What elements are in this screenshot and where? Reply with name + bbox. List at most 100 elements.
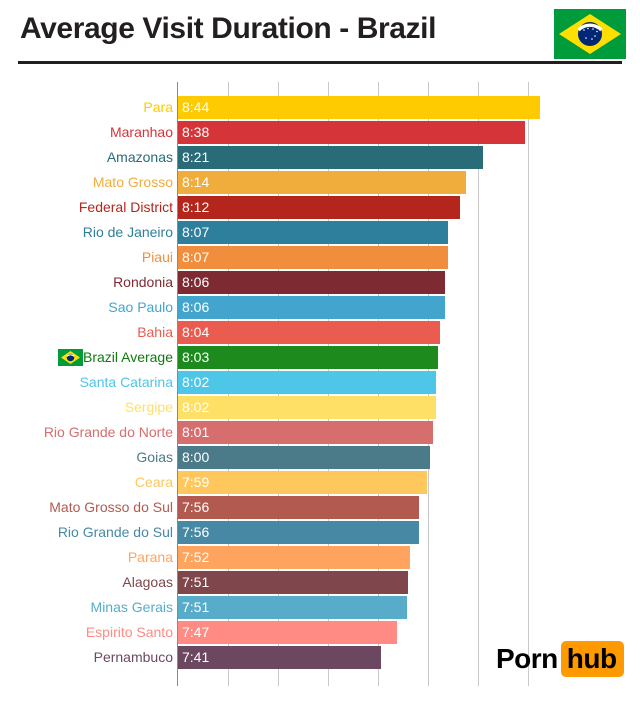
bar-value-label: 8:44 (182, 99, 210, 115)
category-label: Brazil Average (82, 349, 173, 365)
bar (178, 146, 483, 169)
bar-value-label: 8:04 (182, 324, 210, 340)
bar (178, 346, 438, 369)
bar (178, 371, 436, 394)
bar-value-label: 8:21 (182, 149, 210, 165)
chart-row: 8:03 Brazil Average (0, 345, 640, 370)
bar-value-label: 7:51 (182, 599, 210, 615)
bar-value-label: 8:01 (182, 424, 210, 440)
bar-value-label: 8:07 (182, 249, 210, 265)
category-label: Federal District (78, 199, 173, 215)
bar (178, 296, 445, 319)
bar (178, 471, 427, 494)
title-underline (18, 61, 622, 64)
category-label: Rio Grande do Sul (57, 524, 173, 540)
brazil-flag-icon (58, 349, 83, 366)
y-axis-line (177, 82, 178, 686)
chart-row: 8:01 Rio Grande do Norte (0, 420, 640, 445)
category-label: Rondonia (113, 274, 173, 290)
logo-text-porn: Porn (496, 643, 558, 674)
category-label: Santa Catarina (79, 374, 173, 390)
chart-row: 7:41 Pernambuco (0, 645, 640, 670)
chart-row: 8:14 Mato Grosso (0, 170, 640, 195)
bar-value-label: 7:56 (182, 499, 210, 515)
page-title: Average Visit Duration - Brazil (20, 12, 437, 45)
chart-row: 8:38 Maranhao (0, 120, 640, 145)
bar-value-label: 8:02 (182, 374, 210, 390)
bar (178, 246, 448, 269)
gridline (478, 82, 479, 686)
bar (178, 421, 433, 444)
category-label: Para (143, 99, 173, 115)
chart-row: 7:52 Parana (0, 545, 640, 570)
chart-row: 7:56 Mato Grosso do Sul (0, 495, 640, 520)
chart-row: 8:06 Rondonia (0, 270, 640, 295)
category-label: Alagoas (122, 574, 173, 590)
bar (178, 96, 540, 119)
category-label: Amazonas (106, 149, 173, 165)
chart-row: 8:02 Sergipe (0, 395, 640, 420)
chart-row: 7:47 Espirito Santo (0, 620, 640, 645)
bar-chart: 8:44 Para 8:38 Maranhao 8:21 Amazonas 8:14 Mato… (0, 72, 640, 692)
category-label: Goias (136, 449, 173, 465)
category-label: Piaui (141, 249, 173, 265)
bar-value-label: 8:07 (182, 224, 210, 240)
chart-row: 8:07 Rio de Janeiro (0, 220, 640, 245)
bar (178, 446, 430, 469)
category-label: Ceara (134, 474, 173, 490)
bar-value-label: 8:06 (182, 299, 210, 315)
bar-value-label: 7:47 (182, 624, 210, 640)
category-label: Mato Grosso do Sul (49, 499, 173, 515)
bar (178, 621, 397, 644)
bar (178, 196, 460, 219)
bar-value-label: 7:59 (182, 474, 210, 490)
bar (178, 121, 525, 144)
category-label: Parana (127, 549, 173, 565)
chart-row: 7:51 Minas Gerais (0, 595, 640, 620)
category-label: Sao Paulo (108, 299, 173, 315)
bar (178, 171, 466, 194)
bar (178, 321, 440, 344)
chart-row: 8:04 Bahia (0, 320, 640, 345)
chart-row: 8:44 Para (0, 95, 640, 120)
bar (178, 596, 407, 619)
category-label: Pernambuco (93, 649, 173, 665)
bar (178, 571, 408, 594)
bar-value-label: 8:00 (182, 449, 210, 465)
bar-value-label: 8:02 (182, 399, 210, 415)
logo-text-hub: hub (560, 641, 624, 677)
chart-row: 7:59 Ceara (0, 470, 640, 495)
category-label: Espirito Santo (85, 624, 173, 640)
bar (178, 521, 419, 544)
bar-value-label: 7:52 (182, 549, 210, 565)
bar (178, 396, 436, 419)
category-label: Sergipe (124, 399, 173, 415)
bar (178, 496, 419, 519)
gridline (528, 82, 529, 686)
category-label: Mato Grosso (92, 174, 173, 190)
category-label: Maranhao (109, 124, 173, 140)
bar-value-label: 8:06 (182, 274, 210, 290)
bar-value-label: 7:56 (182, 524, 210, 540)
bar (178, 546, 410, 569)
chart-row: 8:00 Goias (0, 445, 640, 470)
bar (178, 221, 448, 244)
bar (178, 646, 381, 669)
category-label: Rio de Janeiro (82, 224, 173, 240)
pornhub-logo: Porn hub (496, 641, 624, 677)
chart-row: 8:06 Sao Paulo (0, 295, 640, 320)
bar-value-label: 8:38 (182, 124, 210, 140)
category-label: Minas Gerais (90, 599, 173, 615)
chart-row: 8:21 Amazonas (0, 145, 640, 170)
bar-value-label: 7:51 (182, 574, 210, 590)
category-label: Bahia (137, 324, 173, 340)
bar-value-label: 8:03 (182, 349, 210, 365)
chart-row: 8:12 Federal District (0, 195, 640, 220)
brazil-flag-icon (554, 9, 626, 59)
category-label: Rio Grande do Norte (43, 424, 173, 440)
bar-value-label: 8:14 (182, 174, 210, 190)
chart-row: 7:51 Alagoas (0, 570, 640, 595)
bar (178, 271, 445, 294)
chart-row: 8:07 Piaui (0, 245, 640, 270)
chart-rows: 8:44 Para 8:38 Maranhao 8:21 Amazonas 8:14 Mato… (0, 95, 640, 670)
